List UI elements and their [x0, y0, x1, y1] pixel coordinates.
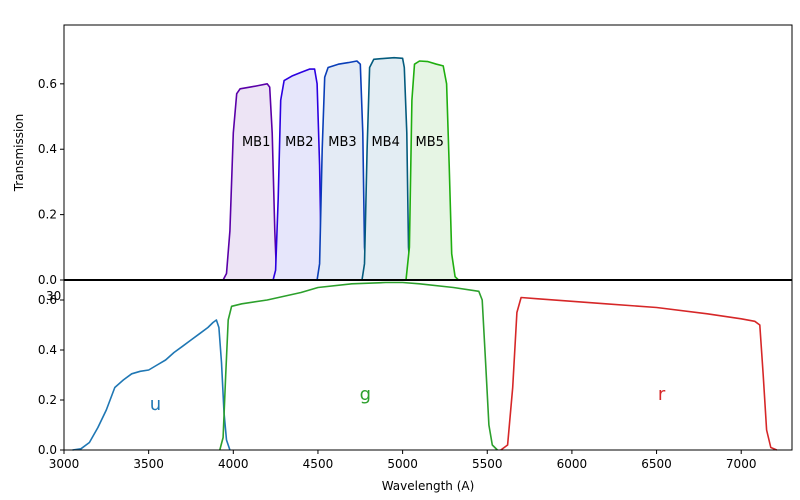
- y-tick-label: 0.2: [38, 208, 57, 222]
- hidden-x-tick-label: 30: [46, 289, 61, 303]
- series-line-u: [72, 319, 231, 451]
- y-tick-label: 0.2: [38, 393, 57, 407]
- series-fill-mb2: [273, 69, 323, 280]
- broad-band-panel: 0.0 0.2 0.4 0.6 3000 3500 4000 4500 5000 5500 6000…: [38, 279, 793, 493]
- series-label-mb2: MB2: [285, 135, 313, 150]
- y-tick-label: 0.0: [38, 273, 57, 287]
- series-fill-mb3: [317, 61, 368, 280]
- x-tick-label: 5500: [472, 457, 503, 471]
- series-label-r: r: [658, 384, 666, 405]
- x-tick-label: 3500: [133, 457, 164, 471]
- y-axis-label: Transmission: [12, 114, 26, 193]
- axes-frame: [63, 279, 793, 451]
- series-label-mb4: MB4: [371, 135, 399, 150]
- x-tick-label: 7000: [726, 457, 757, 471]
- series-line-mb2: [272, 68, 324, 281]
- x-tick-label: 4500: [303, 457, 334, 471]
- series-label-mb3: MB3: [328, 135, 356, 150]
- y-tick-label: 0.0: [38, 443, 57, 457]
- series-label-g: g: [360, 384, 371, 405]
- series-line-mb1: [222, 83, 280, 281]
- medium-band-panel: 0.0 0.2 0.4 0.6 MB1 MB2 MB3 MB4 MB5 Transmission 3…: [12, 24, 793, 303]
- series-label-mb1: MB1: [242, 135, 270, 150]
- y-tick-label: 0.4: [38, 343, 57, 357]
- series-fill-mb4: [362, 57, 412, 281]
- series-label-u: u: [150, 394, 161, 415]
- x-tick-label: 5000: [387, 457, 418, 471]
- series-line-mb4: [361, 56, 412, 281]
- x-axis-label: Wavelength (A): [382, 479, 475, 493]
- series-line-mb5: [405, 60, 460, 281]
- series-fill-mb1: [223, 83, 279, 280]
- series-fill-mb5: [406, 61, 459, 280]
- x-tick-label: 4000: [218, 457, 249, 471]
- x-tick-label: 6500: [641, 457, 672, 471]
- series-line-g: [219, 281, 498, 451]
- y-tick-label: 0.4: [38, 142, 57, 156]
- series-line-r: [500, 296, 778, 451]
- x-tick-label: 3000: [49, 457, 80, 471]
- x-tick-label: 6000: [557, 457, 588, 471]
- series-line-mb3: [316, 60, 368, 281]
- y-tick-label: 0.6: [38, 293, 57, 307]
- series-label-mb5: MB5: [415, 135, 443, 150]
- y-tick-label: 0.6: [38, 77, 57, 91]
